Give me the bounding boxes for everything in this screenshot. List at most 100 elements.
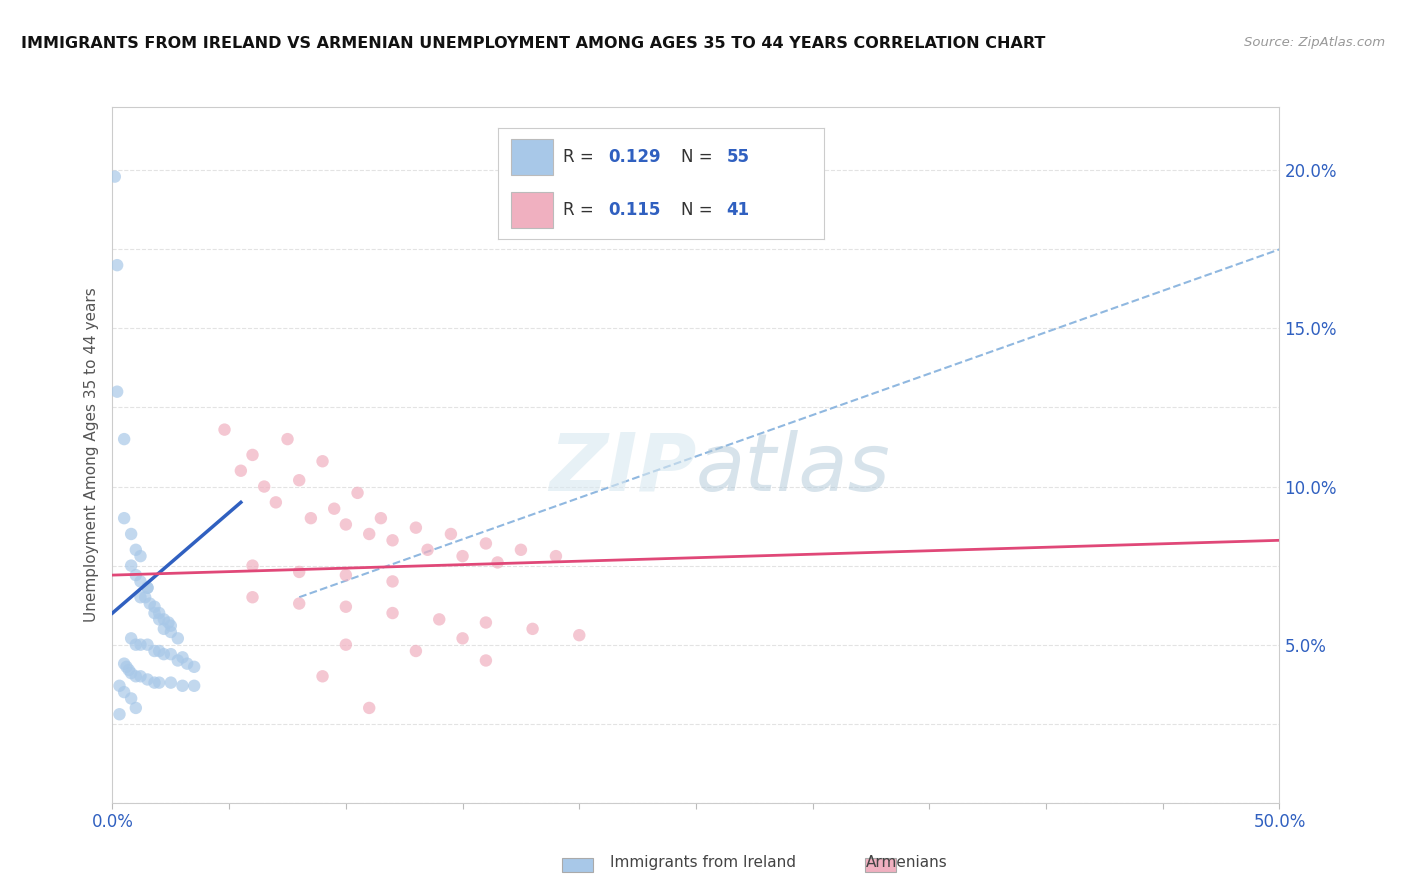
Point <box>120 558 142 573</box>
Point <box>176 657 198 671</box>
Point <box>486 556 509 570</box>
Point <box>160 675 183 690</box>
Point <box>104 169 127 184</box>
Point <box>264 495 287 509</box>
Point <box>288 597 311 611</box>
Point <box>253 479 276 493</box>
Point <box>544 549 567 563</box>
Point <box>288 473 311 487</box>
Point <box>276 432 298 446</box>
Point <box>166 653 188 667</box>
Point <box>120 691 142 706</box>
Point <box>172 650 194 665</box>
Point <box>311 669 333 683</box>
Point <box>323 501 346 516</box>
Point <box>335 638 357 652</box>
Point <box>299 511 322 525</box>
Point <box>125 669 148 683</box>
Point <box>136 581 159 595</box>
Point <box>112 432 135 446</box>
Point <box>242 448 264 462</box>
Point <box>335 517 357 532</box>
Point <box>112 511 135 525</box>
Point <box>166 632 188 646</box>
Point <box>172 679 194 693</box>
Text: Source: ZipAtlas.com: Source: ZipAtlas.com <box>1244 36 1385 49</box>
Point <box>112 685 135 699</box>
Point <box>160 647 183 661</box>
Text: IMMIGRANTS FROM IRELAND VS ARMENIAN UNEMPLOYMENT AMONG AGES 35 TO 44 YEARS CORRE: IMMIGRANTS FROM IRELAND VS ARMENIAN UNEM… <box>21 36 1046 51</box>
Point <box>139 597 162 611</box>
Text: ZIP: ZIP <box>548 430 696 508</box>
Point <box>416 542 439 557</box>
Point <box>475 615 498 630</box>
Point <box>136 638 159 652</box>
Text: Armenians: Armenians <box>866 855 948 870</box>
Point <box>129 669 152 683</box>
Point <box>568 628 591 642</box>
Point <box>120 527 142 541</box>
Point <box>143 599 166 614</box>
Y-axis label: Unemployment Among Ages 35 to 44 years: Unemployment Among Ages 35 to 44 years <box>84 287 100 623</box>
Point <box>370 511 392 525</box>
Point <box>288 565 311 579</box>
Point <box>153 612 176 626</box>
Point <box>427 612 450 626</box>
Point <box>405 521 427 535</box>
Point <box>160 618 183 632</box>
Point <box>475 536 498 550</box>
Point <box>105 384 128 399</box>
Point <box>143 606 166 620</box>
Point <box>134 591 156 605</box>
Text: Immigrants from Ireland: Immigrants from Ireland <box>610 855 796 870</box>
Point <box>143 675 166 690</box>
Point <box>214 423 236 437</box>
Point <box>311 454 333 468</box>
Point <box>475 653 498 667</box>
Point <box>115 660 138 674</box>
Point <box>148 644 170 658</box>
Point <box>381 606 404 620</box>
Point <box>242 591 264 605</box>
Point <box>120 632 142 646</box>
Point <box>359 701 381 715</box>
Point <box>183 660 205 674</box>
Point <box>153 622 176 636</box>
Point <box>125 638 148 652</box>
Point <box>129 549 152 563</box>
Point <box>125 701 148 715</box>
Point <box>509 542 531 557</box>
Point <box>405 644 427 658</box>
Point <box>346 486 368 500</box>
Point <box>451 549 474 563</box>
Point <box>157 615 180 630</box>
Point <box>125 568 148 582</box>
Point <box>148 612 170 626</box>
Point <box>229 464 252 478</box>
Point <box>108 707 131 722</box>
Point <box>129 638 152 652</box>
Point <box>148 675 170 690</box>
Point <box>160 625 183 640</box>
Point <box>359 527 381 541</box>
Point <box>153 647 176 661</box>
Point <box>120 666 142 681</box>
Point <box>335 568 357 582</box>
Point <box>129 574 152 589</box>
Point <box>381 574 404 589</box>
Point <box>440 527 463 541</box>
Point <box>105 258 128 272</box>
Point <box>129 591 152 605</box>
Point <box>242 558 264 573</box>
Text: atlas: atlas <box>696 430 891 508</box>
Point <box>118 663 141 677</box>
Point <box>451 632 474 646</box>
Point <box>136 581 159 595</box>
Point <box>381 533 404 548</box>
Point <box>148 606 170 620</box>
Point <box>522 622 544 636</box>
Point <box>112 657 135 671</box>
Point <box>136 673 159 687</box>
Point <box>335 599 357 614</box>
Point <box>108 679 131 693</box>
